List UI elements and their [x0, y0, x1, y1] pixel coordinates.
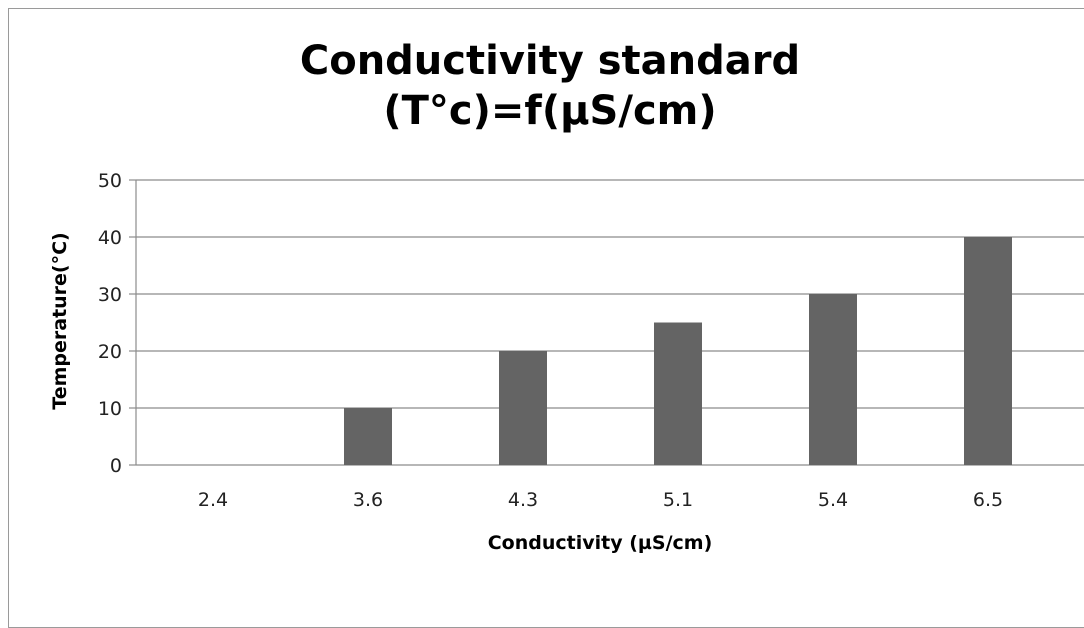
- x-tick-label: 3.6: [353, 489, 383, 511]
- y-tick-label: 40: [98, 227, 122, 249]
- x-axis-label: Conductivity (µS/cm): [488, 532, 713, 554]
- bar-chart-plot: 0 10 20 30 40 50 2.4 3.6 4.3 5.1 5.4 6.5 Conductiv…: [49, 170, 1084, 554]
- x-tick-label: 4.3: [508, 489, 538, 511]
- bar-6.5: [964, 237, 1012, 465]
- chart-title: Conductivity standard (T°c)=f(µS/cm): [0, 36, 1084, 136]
- y-tick-label: 50: [98, 170, 122, 192]
- x-tick-labels: 2.4 3.6 4.3 5.1 5.4 6.5: [198, 489, 1003, 511]
- chart-title-line-1: Conductivity standard: [299, 38, 801, 84]
- y-axis-label: Temperature(°C): [49, 232, 71, 409]
- y-tick-label: 10: [98, 398, 122, 420]
- chart-frame: [8, 8, 1084, 628]
- bars: [344, 237, 1012, 465]
- bar-4.3: [499, 351, 547, 465]
- x-tick-label: 2.4: [198, 489, 228, 511]
- y-tick-label: 20: [98, 341, 122, 363]
- y-tick-label: 30: [98, 284, 122, 306]
- bar-3.6: [344, 408, 392, 465]
- bar-5.1: [654, 322, 702, 465]
- x-tick-label: 5.4: [818, 489, 848, 511]
- bar-5.4: [809, 294, 857, 465]
- chart-title-line-2: (T°c)=f(µS/cm): [383, 88, 717, 134]
- x-tick-label: 5.1: [663, 489, 693, 511]
- x-tick-label: 6.5: [973, 489, 1003, 511]
- y-tick-labels: 0 10 20 30 40 50: [98, 170, 122, 477]
- y-tick-label: 0: [110, 455, 122, 477]
- grid-lines: [129, 179, 1084, 466]
